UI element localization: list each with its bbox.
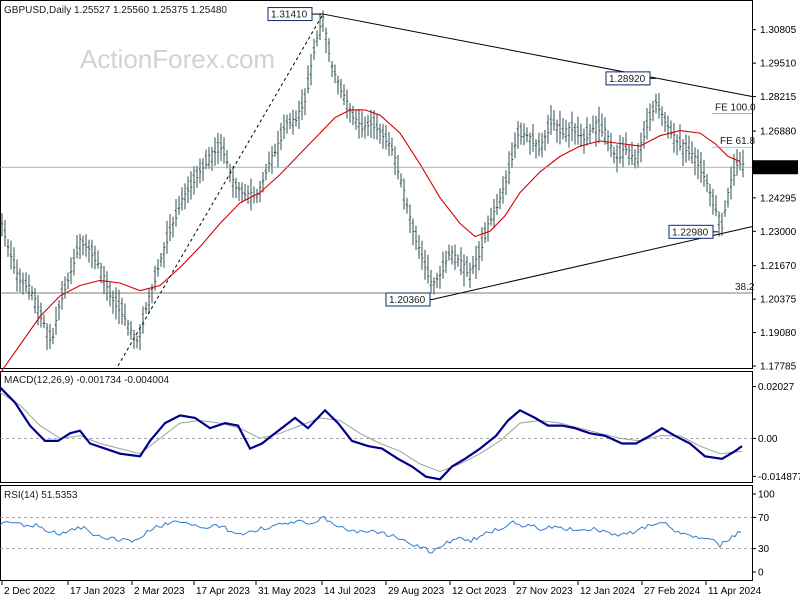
macd-tick-label: 0.00 [758,434,778,445]
high-1-31410-box [267,7,313,22]
fe-100-label: FE 100.0 [715,103,756,114]
high-1-28920-box [605,71,651,86]
macd-panel-frame [0,371,753,483]
low-1-22980-box [668,224,714,239]
macd-signal-line [0,391,743,473]
rsi-panel-frame [0,485,753,581]
rsi-panel: 100 70 30 0 [0,490,775,579]
date-tick-label: 2 Mar 2023 [134,586,185,597]
price-tick-label: 1.26880 [760,127,797,138]
price-axis: 1.30805 1.29510 1.28215 1.26880 1.24295 1.230… [752,25,797,373]
date-tick-label: 17 Apr 2023 [196,586,250,597]
dashed-trendline [117,13,324,367]
current-price-tag [753,160,798,175]
rsi-header: RSI(14) 51.5353 [4,490,78,501]
macd-panel: 0.02027 0.00 -0.014877 [0,382,800,483]
date-tick-label: 12 Oct 2023 [452,586,507,597]
upper-trendline [322,13,753,97]
low-1-22980-label: 1.22980 [672,227,709,238]
date-tick-label: 27 Feb 2024 [644,586,701,597]
macd-tick-label: 0.02027 [758,382,795,393]
date-tick-label: 2 Dec 2022 [4,586,56,597]
price-bars [0,10,745,351]
date-tick-label: 11 Apr 2024 [708,586,762,597]
price-panel-frame [0,0,753,369]
date-tick-label: 12 Jan 2024 [580,586,635,597]
symbol-header: GBPUSD,Daily 1.25527 1.25560 1.25375 1.2… [4,5,227,16]
price-tick-label: 1.17785 [760,362,797,373]
rsi-tick-label: 100 [758,490,775,501]
moving-average-line [0,109,741,374]
date-axis: 2 Dec 2022 17 Jan 2023 2 Mar 2023 17 Apr 20… [1,581,762,597]
price-tick-label: 1.30805 [760,25,797,36]
date-tick-label: 17 Jan 2023 [70,586,125,597]
rsi-tick-label: 0 [758,568,764,579]
date-tick-label: 31 May 2023 [258,586,316,597]
low-1-20360-box [385,292,431,307]
price-tick-label: 1.23000 [760,227,797,238]
price-tick-label: 1.21670 [760,261,797,272]
rsi-tick-label: 70 [758,513,770,524]
price-tick-label: 1.19080 [760,328,797,339]
low-1-20360-label: 1.20360 [389,295,426,306]
rsi-line [0,515,742,554]
rsi-tick-label: 30 [758,544,770,555]
fib-38-2-label: 38.2 [735,282,755,293]
fe-61-8-label: FE 61.8 [720,136,755,147]
price-tick-label: 1.24295 [760,193,797,204]
watermark: ActionForex.com [80,44,275,74]
macd-tick-label: -0.014877 [758,472,800,483]
date-tick-label: 29 Aug 2023 [388,586,445,597]
price-tick-label: 1.28215 [760,92,797,103]
high-1-31410-label: 1.31410 [271,10,308,21]
high-1-28920-label: 1.28920 [609,74,646,85]
price-tick-label: 1.29510 [760,59,797,70]
price-tick-label: 1.20375 [760,295,797,306]
current-price-label: 1.25480 [758,163,795,174]
annotations: 1.31410 1.28920 1.20360 1.22980 FE 100.0 FE 6… [0,7,798,367]
date-tick-label: 27 Nov 2023 [516,586,573,597]
macd-header: MACD(12,26,9) -0.001734 -0.004004 [4,375,170,386]
macd-line [0,386,743,481]
date-tick-label: 14 Jul 2023 [324,586,376,597]
